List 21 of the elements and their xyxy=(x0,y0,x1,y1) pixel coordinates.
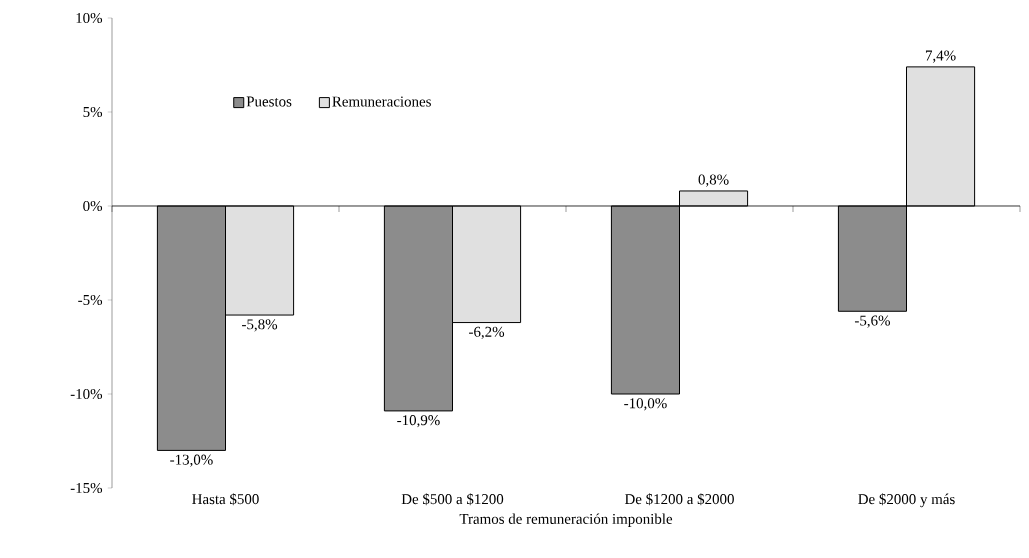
legend-label: Remuneraciones xyxy=(332,96,431,107)
y-tick-label: 0% xyxy=(83,200,103,212)
data-label: -5,8% xyxy=(242,319,278,332)
y-tick-label: -15% xyxy=(70,482,103,494)
data-label: -10,0% xyxy=(624,398,667,411)
data-label: -13,0% xyxy=(170,454,213,467)
data-label: -10,9% xyxy=(397,415,440,428)
x-tick-label: De $2000 y más xyxy=(858,493,955,508)
x-tick-label: De $500 a $1200 xyxy=(401,493,504,506)
legend-label: Puestos xyxy=(246,96,292,107)
data-label: 0,8% xyxy=(698,174,729,187)
y-tick-label: -5% xyxy=(78,294,103,306)
x-tick-label: Hasta $500 xyxy=(192,493,259,506)
y-tick-label: -10% xyxy=(70,388,103,400)
y-tick-label: 10% xyxy=(76,12,103,24)
x-tick-label: De $1200 a $2000 xyxy=(624,493,734,506)
x-axis-title: Tramos de remuneración imponible xyxy=(459,513,673,527)
y-tick-label: 5% xyxy=(83,106,103,118)
data-label: -5,6% xyxy=(854,315,890,328)
data-label: 7,4% xyxy=(925,50,956,63)
data-label: -6,2% xyxy=(469,326,505,339)
